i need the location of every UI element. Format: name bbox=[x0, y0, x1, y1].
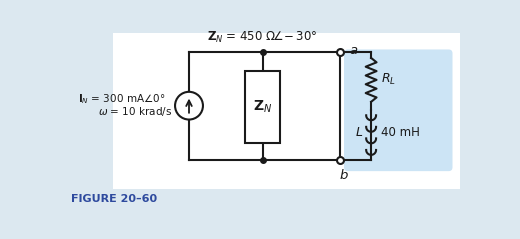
Text: FIGURE 20–60: FIGURE 20–60 bbox=[71, 194, 158, 204]
Circle shape bbox=[175, 92, 203, 120]
Text: 40 mH: 40 mH bbox=[381, 126, 420, 139]
Text: b: b bbox=[340, 169, 348, 182]
Text: $\mathbf{Z}_N$ = 450 $\Omega\!\angle\!-30°$: $\mathbf{Z}_N$ = 450 $\Omega\!\angle\!-3… bbox=[207, 30, 318, 45]
FancyBboxPatch shape bbox=[344, 49, 452, 171]
Text: $L$: $L$ bbox=[355, 126, 363, 139]
Bar bbox=[245, 71, 280, 143]
Bar bbox=[113, 33, 460, 189]
Text: $\omega$ = 10 krad/s: $\omega$ = 10 krad/s bbox=[98, 105, 172, 118]
Text: $\mathbf{I}_N$ = 300 mA$\angle$0°: $\mathbf{I}_N$ = 300 mA$\angle$0° bbox=[79, 92, 166, 106]
Text: a: a bbox=[349, 44, 358, 57]
Text: $R_L$: $R_L$ bbox=[381, 72, 396, 87]
Text: $\mathbf{Z}_N$: $\mathbf{Z}_N$ bbox=[253, 99, 272, 115]
